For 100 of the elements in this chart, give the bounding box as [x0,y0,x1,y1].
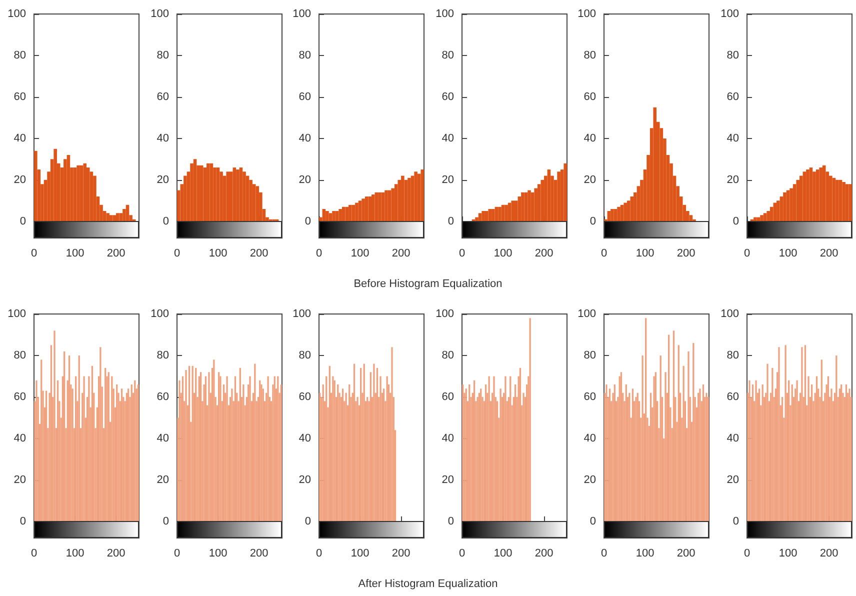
y-tick-label: 20 [14,474,26,486]
y-tick-label: 100 [578,308,596,320]
y-tick-label: 20 [442,174,454,186]
y-tick-label: 20 [14,174,26,186]
x-tick-label: 200 [106,248,126,260]
y-tick-label: 0 [732,515,739,528]
y-tick-label: 40 [726,432,739,444]
x-tick-label: 200 [249,248,268,260]
y-tick-label: 60 [156,390,169,403]
x-tick-label: 200 [534,248,554,260]
y-tick-label: 0 [590,215,596,228]
y-tick-label: 40 [156,432,169,444]
y-tick-label: 80 [156,49,169,62]
y-tick-label: 0 [20,215,26,228]
x-tick-label: 100 [208,248,227,260]
y-tick-label: 20 [584,174,596,186]
x-tick-label: 100 [351,248,370,260]
y-tick-label: 100 [8,308,26,320]
y-tick-label: 80 [14,349,26,362]
y-tick-label: 20 [584,474,596,486]
text: After Histogram Equalization [357,578,499,590]
x-tick-label: 0 [601,548,608,560]
y-tick-label: 40 [584,432,596,444]
y-tick-label: 60 [726,90,739,103]
y-tick-label: 80 [298,49,312,62]
y-tick-label: 60 [584,390,596,403]
x-tick-label: 200 [106,548,126,560]
y-tick-label: 100 [578,8,596,20]
x-tick-label: 0 [744,548,750,560]
x-tick-label: 200 [677,548,696,560]
y-tick-label: 0 [732,215,739,228]
y-tick-label: 60 [442,390,454,403]
x-tick-label: 0 [458,248,465,260]
x-tick-label: 200 [249,548,268,560]
y-tick-label: 80 [442,49,454,62]
y-tick-label: 60 [298,390,312,403]
y-tick-label: 0 [20,515,26,528]
y-tick-label: 100 [292,308,312,320]
y-tick-label: 0 [448,515,454,528]
y-tick-label: 20 [156,174,169,186]
y-tick-label: 80 [14,49,26,62]
x-tick-label: 100 [636,548,655,560]
y-tick-label: 40 [298,432,312,444]
y-tick-label: 40 [726,132,739,144]
y-tick-label: 0 [448,215,454,228]
y-tick-label: 20 [298,174,312,186]
y-tick-label: 40 [584,132,596,144]
y-tick-label: 100 [150,308,169,320]
y-tick-label: 100 [150,8,169,20]
y-tick-label: 100 [720,308,739,320]
y-tick-label: 20 [726,474,739,486]
x-tick-label: 0 [744,248,750,260]
x-tick-label: 0 [601,248,608,260]
x-tick-label: 0 [174,248,180,260]
text: Before Histogram Equalization [352,278,504,290]
x-tick-label: 200 [392,548,410,560]
y-tick-label: 20 [156,474,169,486]
y-tick-label: 20 [298,474,312,486]
y-tick-label: 80 [726,349,739,362]
x-tick-label: 0 [316,248,322,260]
x-tick-label: 200 [534,548,554,560]
x-tick-label: 100 [494,248,512,260]
y-tick-label: 80 [584,349,596,362]
x-tick-label: 100 [494,548,512,560]
x-tick-label: 0 [458,548,465,560]
y-tick-label: 80 [584,49,596,62]
x-tick-label: 0 [316,548,322,560]
y-tick-label: 80 [442,349,454,362]
y-tick-label: 40 [14,432,26,444]
y-tick-label: 60 [14,90,26,103]
x-tick-label: 200 [820,548,838,560]
x-tick-label: 0 [30,248,38,260]
y-tick-label: 40 [442,132,454,144]
x-tick-label: 100 [351,548,370,560]
x-tick-label: 200 [820,248,838,260]
y-tick-label: 80 [298,349,312,362]
y-tick-label: 100 [435,8,454,20]
y-tick-label: 0 [590,515,596,528]
y-tick-label: 60 [14,390,26,403]
y-tick-label: 60 [442,90,454,103]
y-tick-label: 100 [720,8,739,20]
y-tick-label: 60 [726,390,739,403]
y-tick-label: 60 [156,90,169,103]
x-tick-label: 200 [392,248,410,260]
x-tick-label: 100 [208,548,227,560]
x-tick-label: 0 [174,548,180,560]
y-tick-label: 0 [162,215,169,228]
y-tick-label: 20 [726,174,739,186]
y-tick-label: 20 [442,474,454,486]
x-tick-label: 200 [677,248,696,260]
x-tick-label: 0 [30,548,38,560]
y-tick-label: 40 [442,432,454,444]
y-tick-label: 60 [584,90,596,103]
y-tick-label: 100 [8,8,26,20]
x-tick-label: 100 [66,548,84,560]
y-tick-label: 0 [162,515,169,528]
y-tick-label: 40 [14,132,26,144]
y-tick-label: 0 [305,515,312,528]
x-tick-label: 100 [636,248,655,260]
y-tick-label: 80 [156,349,169,362]
